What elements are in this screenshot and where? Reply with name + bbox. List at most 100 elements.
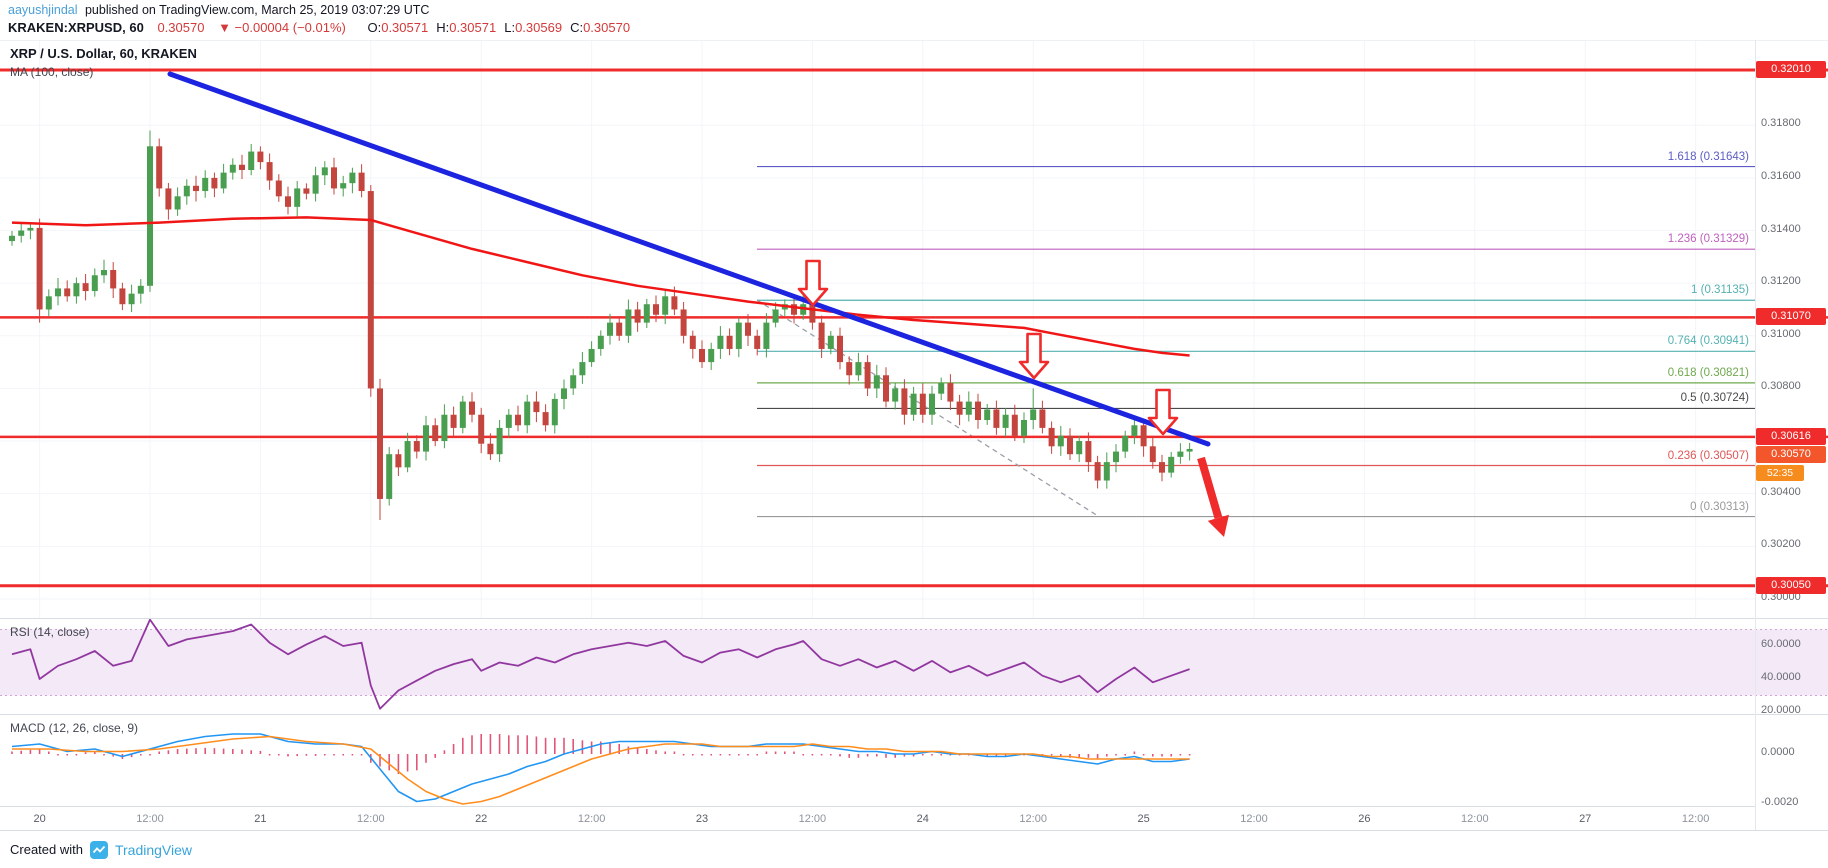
time-axis-label: 24 <box>916 813 929 825</box>
candle-body <box>377 388 383 499</box>
candle-body <box>36 227 43 310</box>
candle-body <box>367 191 374 389</box>
candle-body <box>1122 435 1129 452</box>
candle-body <box>432 425 439 442</box>
candle-body <box>229 164 236 173</box>
candle-body <box>340 183 347 189</box>
fib-base-dashed-line[interactable] <box>756 299 1099 517</box>
candle-body <box>607 322 613 336</box>
candle-body <box>165 188 172 210</box>
candle-body <box>469 401 475 415</box>
candle-body <box>956 401 963 415</box>
macd-pane[interactable] <box>0 715 1828 806</box>
candle-body <box>478 414 485 444</box>
candle-body <box>1177 451 1184 457</box>
candle-body <box>597 335 604 349</box>
time-axis-label: 12:00 <box>798 813 827 825</box>
candle-body <box>542 412 549 426</box>
candle-body <box>625 309 632 336</box>
macd-signal-line <box>12 735 1190 805</box>
candle-body <box>1094 462 1101 481</box>
candle-body <box>772 309 779 323</box>
candle-body <box>413 441 420 452</box>
candle-body <box>1159 462 1165 473</box>
candle-body <box>9 235 15 242</box>
candle-body <box>285 196 291 207</box>
candle-body <box>938 383 945 394</box>
down-arrow-annotation[interactable] <box>797 259 829 307</box>
downtrend-line[interactable] <box>167 71 1211 447</box>
candle-body <box>717 335 724 349</box>
publish-info-text: published on TradingView.com, March 25, … <box>84 3 430 17</box>
candle-body <box>266 162 273 181</box>
candle-body <box>1168 456 1175 473</box>
candle-body <box>174 196 181 210</box>
publish-header: aayushjindal published on TradingView.co… <box>0 0 1828 40</box>
candle-body <box>726 335 733 349</box>
candle-body <box>588 348 595 363</box>
author-link[interactable]: aayushjindal <box>8 3 78 17</box>
candle-body <box>386 454 393 499</box>
candle-body <box>1103 462 1110 481</box>
candle-body <box>1076 441 1083 455</box>
candle-body <box>1002 414 1009 428</box>
candle-body <box>699 348 705 363</box>
rsi-pane[interactable] <box>0 619 1828 714</box>
tradingview-link[interactable]: TradingView <box>114 841 193 858</box>
time-axis[interactable]: 20 12:00 21 12:00 22 12:00 23 12:00 24 12:00 25 12:… <box>0 806 1755 831</box>
time-axis-label: 12:00 <box>1240 813 1268 825</box>
ohlc-value: 0.30569 <box>515 20 563 35</box>
down-arrow-annotation[interactable] <box>1147 388 1179 436</box>
candle-body <box>873 375 880 389</box>
candle-body <box>634 309 641 323</box>
breakdown-arrow-shaft[interactable] <box>1197 456 1223 519</box>
candle-body <box>1149 446 1156 463</box>
main-chart-pane[interactable] <box>0 40 1828 618</box>
candle-body <box>524 401 531 426</box>
candle-body <box>211 177 218 189</box>
header-divider <box>0 40 1828 41</box>
time-axis-label: 12:00 <box>1681 813 1710 825</box>
candle-body <box>910 393 917 415</box>
candle-body <box>570 375 577 389</box>
time-axis-label: 12:00 <box>577 813 606 825</box>
candle-body <box>27 227 34 231</box>
rsi-legend: RSI (14, close) <box>10 625 90 639</box>
time-axis-label: 20 <box>33 813 46 825</box>
candle-body <box>183 185 190 197</box>
pane-separator <box>0 618 1828 619</box>
candle-body <box>662 296 669 315</box>
candle-body <box>689 335 696 349</box>
candle-body <box>395 454 402 468</box>
candle-body <box>248 151 255 170</box>
tradingview-logo-icon <box>89 840 108 859</box>
ohlc-label: O: <box>367 20 382 35</box>
footer-created-text: Created with <box>10 842 83 857</box>
candle-body <box>119 288 126 305</box>
down-arrow-annotation[interactable] <box>1018 332 1050 380</box>
candle-body <box>975 401 981 420</box>
candle-body <box>515 414 521 426</box>
candle-body <box>929 393 935 415</box>
candle-body <box>883 375 889 402</box>
candle-body <box>82 283 89 292</box>
candle-body <box>680 309 687 336</box>
candle-body <box>1048 427 1055 447</box>
breakdown-arrow-head <box>1207 514 1229 537</box>
candle-body <box>220 172 227 189</box>
candle-body <box>1131 425 1138 436</box>
candle-body <box>294 188 301 207</box>
candle-body <box>561 388 567 399</box>
candle-body <box>551 398 558 426</box>
macd-legend: MACD (12, 26, close, 9) <box>10 721 139 735</box>
candle-body <box>616 322 623 336</box>
candle-body <box>837 335 843 363</box>
time-axis-label: 22 <box>475 813 488 825</box>
candle-body <box>671 296 678 310</box>
time-axis-label: 21 <box>254 813 267 825</box>
candle-body <box>708 348 715 363</box>
candle-body <box>533 401 540 413</box>
candle-body <box>735 322 742 349</box>
candle-body <box>156 146 163 189</box>
